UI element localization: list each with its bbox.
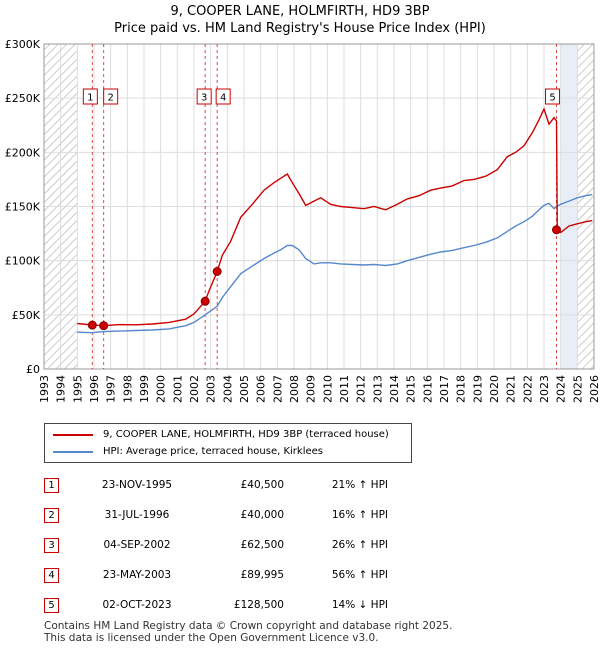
- sale-point: [87, 320, 97, 330]
- y-tick-label: £0: [26, 363, 40, 376]
- sale-number-badge: 5: [44, 597, 59, 613]
- sale-date: 31-JUL-1996: [104, 509, 170, 521]
- y-tick-label: £150K: [5, 201, 41, 214]
- sale-label-text: 3: [201, 93, 207, 104]
- chart-title-address: 9, COOPER LANE, HOLMFIRTH, HD9 3BP: [170, 4, 430, 19]
- sale-label-box: [215, 88, 231, 105]
- sale-date: 23-NOV-1995: [101, 479, 173, 491]
- x-tick-label: 1999: [138, 375, 151, 403]
- legend-item-hpi: HPI: Average price, terraced house, Kirk…: [53, 446, 323, 457]
- x-tick-label: 1994: [55, 375, 68, 403]
- hpi-series-line: [77, 193, 593, 334]
- x-tick-label: 1996: [88, 375, 101, 403]
- sale-point: [552, 225, 561, 235]
- x-tick-label: 2000: [155, 375, 168, 403]
- x-tick-label: 2016: [421, 375, 434, 403]
- x-tick-label: 2008: [288, 375, 301, 403]
- sale-point: [200, 296, 210, 306]
- plot-frame: [43, 43, 595, 370]
- footer-licence: This data is licensed under the Open Gov…: [44, 632, 379, 644]
- x-tick-label: 2006: [255, 375, 268, 403]
- sale-price: £40,500: [240, 479, 284, 491]
- x-tick-label: 2021: [505, 375, 518, 403]
- x-tick-label: 2012: [355, 375, 368, 403]
- x-tick-label: 2002: [188, 375, 201, 403]
- x-tick-label: 2019: [471, 375, 484, 403]
- sale-label-box: [103, 88, 119, 105]
- sale-label-text: 5: [549, 93, 555, 104]
- x-tick-label: 2001: [171, 375, 184, 403]
- sale-price: £40,000: [240, 509, 284, 521]
- y-tick-label: £100K: [5, 255, 41, 268]
- sale-label-text: 4: [220, 93, 226, 104]
- x-tick-label: 2025: [571, 375, 584, 403]
- sale-label-text: 2: [107, 93, 113, 104]
- sale-hpi-diff: 16% ↑ HPI: [331, 509, 388, 521]
- x-tick-label: 2014: [388, 375, 401, 403]
- x-tick-label: 1993: [38, 375, 51, 403]
- sale-date: 02-OCT-2023: [102, 599, 172, 611]
- x-tick-label: 2020: [488, 375, 501, 403]
- sale-date: 23-MAY-2003: [102, 569, 172, 581]
- legend-item-price: 9, COOPER LANE, HOLMFIRTH, HD9 3BP (terr…: [53, 429, 389, 440]
- sale-price: £128,500: [233, 599, 284, 611]
- sale-hpi-diff: 21% ↑ HPI: [331, 479, 388, 491]
- sale-label-box: [196, 88, 212, 105]
- sale-hpi-diff: 56% ↑ HPI: [331, 569, 388, 581]
- sale-point: [99, 321, 109, 331]
- x-tick-label: 2023: [538, 375, 551, 403]
- x-tick-label: 2013: [371, 375, 384, 403]
- x-tick-label: 1997: [105, 375, 118, 403]
- x-tick-label: 2007: [271, 375, 284, 403]
- y-tick-label: £300K: [5, 38, 41, 51]
- sale-point: [212, 267, 222, 277]
- legend-swatch-hpi: [53, 450, 93, 453]
- x-tick-label: 2011: [338, 375, 351, 403]
- legend-label-hpi: HPI: Average price, terraced house, Kirk…: [103, 446, 324, 457]
- sale-label-box: [545, 88, 560, 105]
- x-tick-label: 2026: [588, 375, 600, 403]
- table-row: 2 31-JUL-1996 £40,000 16% ↑ HPI: [44, 500, 388, 530]
- x-tick-label: 2005: [238, 375, 251, 403]
- x-tick-label: 2015: [405, 375, 418, 403]
- footer-attribution: Contains HM Land Registry data © Crown c…: [44, 620, 452, 644]
- x-tick-label: 2017: [438, 375, 451, 403]
- chart-title-subtitle: Price paid vs. HM Land Registry's House …: [114, 21, 486, 36]
- legend-label-price: 9, COOPER LANE, HOLMFIRTH, HD9 3BP (terr…: [103, 429, 389, 440]
- sale-label-box: [82, 88, 98, 105]
- sale-hpi-diff: 26% ↑ HPI: [331, 539, 388, 551]
- y-tick-label: £250K: [5, 92, 41, 105]
- x-tick-label: 1995: [71, 375, 84, 403]
- legend-swatch-price: [53, 433, 93, 436]
- x-tick-label: 2003: [205, 375, 218, 403]
- table-row: 4 23-MAY-2003 £89,995 56% ↑ HPI: [44, 560, 388, 590]
- x-tick-label: 2024: [555, 375, 568, 403]
- sale-number-badge: 3: [44, 537, 59, 553]
- sale-number-badge: 2: [44, 507, 59, 523]
- x-tick-label: 1998: [121, 375, 134, 403]
- table-row: 3 04-SEP-2002 £62,500 26% ↑ HPI: [44, 530, 388, 560]
- sale-price: £89,995: [240, 569, 284, 581]
- table-row: 1 23-NOV-1995 £40,500 21% ↑ HPI: [44, 470, 388, 500]
- table-row: 5 02-OCT-2023 £128,500 14% ↓ HPI: [44, 590, 388, 620]
- sale-price: £62,500: [240, 539, 284, 551]
- footer-copyright: Contains HM Land Registry data © Crown c…: [44, 620, 453, 632]
- x-tick-label: 2022: [521, 375, 534, 403]
- sale-hpi-diff: 14% ↓ HPI: [331, 599, 388, 611]
- x-tick-label: 2018: [455, 375, 468, 403]
- x-tick-label: 2004: [221, 375, 234, 403]
- y-tick-label: £50K: [12, 309, 41, 322]
- chart-legend: 9, COOPER LANE, HOLMFIRTH, HD9 3BP (terr…: [44, 423, 412, 463]
- sales-table: 1 23-NOV-1995 £40,500 21% ↑ HPI 2 31-JUL…: [44, 470, 388, 620]
- sale-number-badge: 4: [44, 567, 59, 583]
- x-tick-label: 2010: [321, 375, 334, 403]
- y-tick-label: £200K: [5, 146, 41, 159]
- x-tick-label: 2009: [305, 375, 318, 403]
- sale-label-text: 1: [87, 93, 93, 104]
- sale-date: 04-SEP-2002: [103, 539, 171, 551]
- sale-number-badge: 1: [44, 477, 59, 493]
